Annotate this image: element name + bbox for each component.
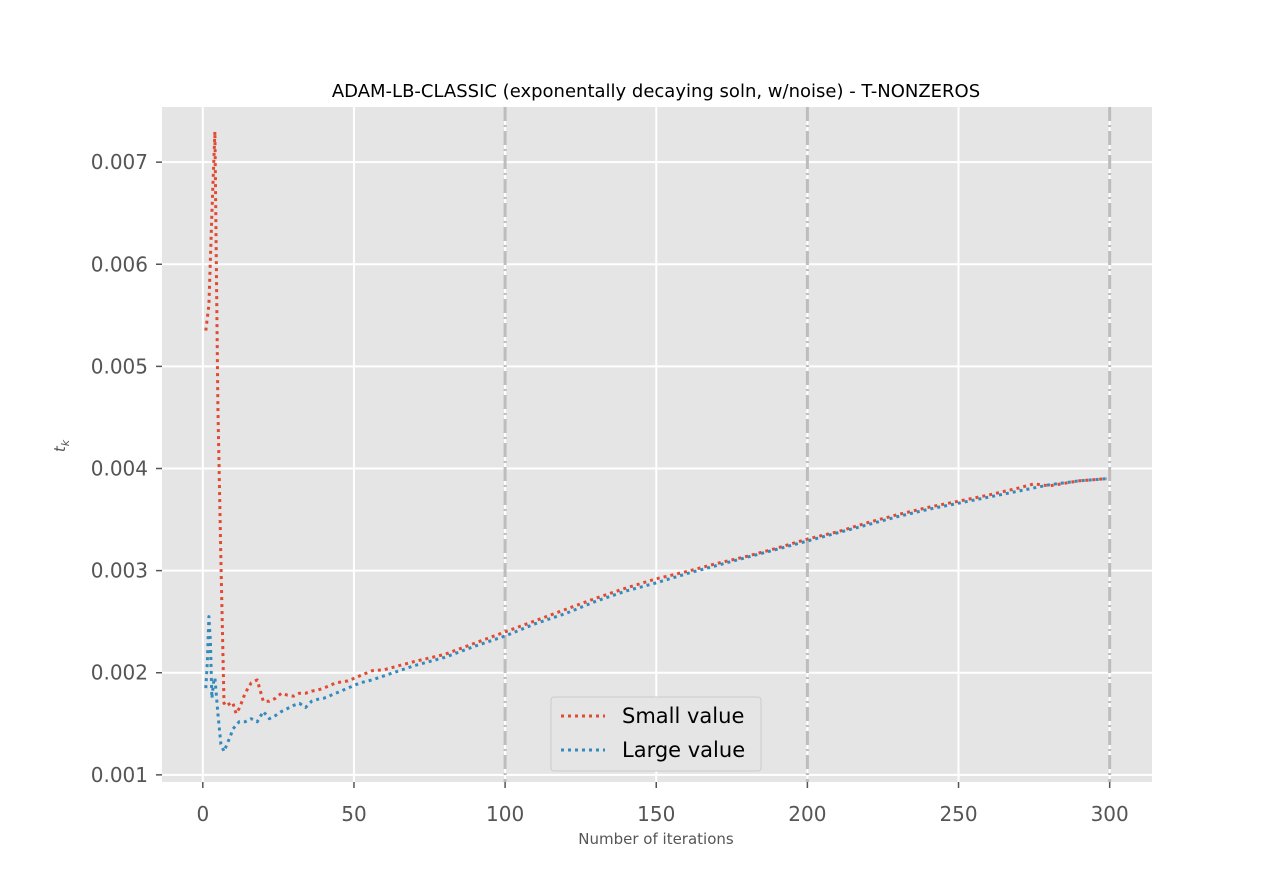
y-tick-label: 0.006	[91, 252, 148, 276]
legend: Small value Large value	[550, 696, 762, 772]
x-tick-label: 150	[637, 802, 675, 826]
y-tick-label: 0.004	[91, 456, 148, 480]
y-axis-label: tk	[51, 439, 72, 452]
x-tick-label: 200	[788, 802, 826, 826]
x-tick-label: 0	[196, 802, 209, 826]
y-axis-label-base: t	[51, 445, 69, 452]
chart-title: ADAM-LB-CLASSIC (exponentally decaying s…	[332, 81, 980, 102]
x-tick-label: 250	[939, 802, 977, 826]
vertical-markers	[503, 107, 1112, 782]
y-ticks: 0.001 0.002 0.003 0.004 0.005 0.006 0.007	[91, 150, 162, 787]
y-axis-label-subscript: k	[59, 439, 72, 446]
x-ticks: 0 50 100 150 200 250 300	[196, 782, 1129, 826]
y-tick-label: 0.003	[91, 559, 148, 583]
y-tick-label: 0.007	[91, 150, 148, 174]
x-tick-label: 300	[1091, 802, 1129, 826]
x-axis-label: Number of iterations	[578, 830, 734, 848]
series-lines	[204, 130, 1107, 753]
y-tick-label: 0.005	[91, 354, 148, 378]
legend-label-small-value: Small value	[622, 704, 744, 728]
y-tick-label: 0.002	[91, 661, 148, 685]
x-tick-label: 50	[341, 802, 366, 826]
y-tick-label: 0.001	[91, 763, 148, 787]
x-tick-label: 100	[486, 802, 524, 826]
legend-label-large-value: Large value	[622, 738, 745, 762]
series-line-0	[204, 130, 1107, 716]
